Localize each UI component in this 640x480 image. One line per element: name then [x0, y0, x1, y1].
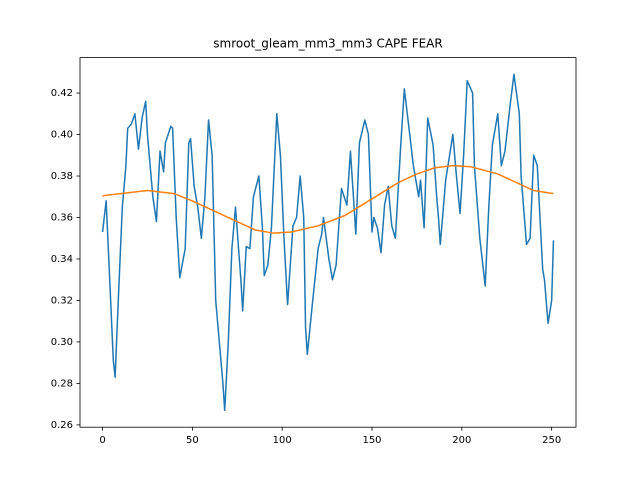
chart-title: smroot_gleam_mm3_mm3 CAPE FEAR: [213, 37, 442, 51]
x-tick-label: 50: [186, 435, 199, 446]
data-line: [102, 164, 554, 234]
y-tick-label: 0.40: [51, 130, 73, 141]
x-tick-label: 200: [452, 435, 471, 446]
y-tick-label: 0.28: [51, 378, 73, 389]
x-tick-label: 100: [273, 435, 292, 446]
x-tick-label: 150: [362, 435, 381, 446]
y-tick-label: 0.34: [51, 254, 73, 265]
data-line: [101, 73, 555, 412]
y-tick-label: 0.32: [51, 295, 73, 306]
y-tick-label: 0.36: [51, 213, 73, 224]
y-tick-label: 0.26: [51, 420, 73, 431]
axes-frame: [79, 57, 577, 428]
y-tick-label: 0.30: [51, 337, 73, 348]
y-tick-label: 0.42: [51, 88, 73, 99]
x-tick-label: 250: [542, 435, 561, 446]
y-tick-label: 0.38: [51, 171, 73, 182]
x-tick-label: 0: [99, 435, 105, 446]
